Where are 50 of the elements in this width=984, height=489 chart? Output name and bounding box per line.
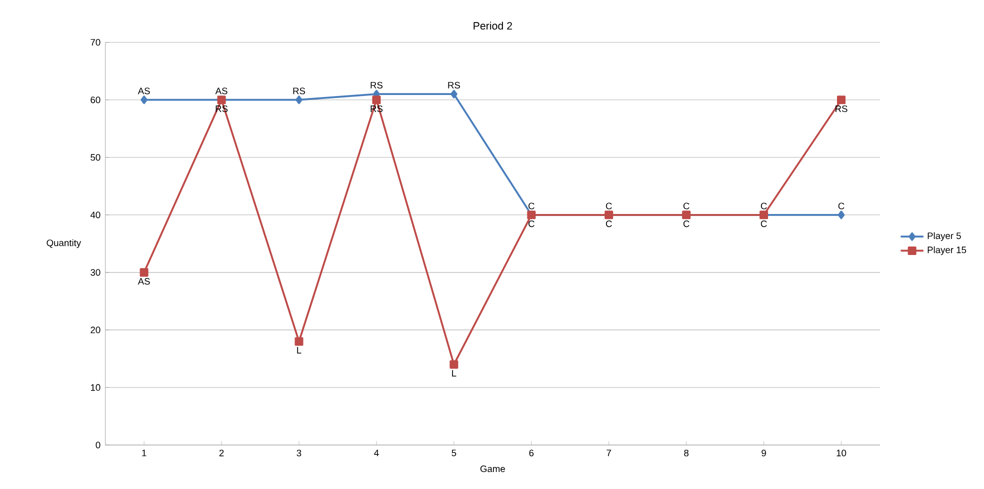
point [837,96,846,104]
data-label: RS [370,82,383,88]
y-tick-label: 50 [90,154,100,161]
x-tick-label: 10 [836,450,846,456]
data-label: C [838,202,844,210]
x-tick-label: 7 [606,450,611,456]
point [140,96,148,104]
x-tick-label: 9 [762,450,766,456]
data-label: L [452,370,456,376]
x-tick-label: 8 [684,450,689,456]
x-tick-label: 1 [142,450,146,456]
y-tick-label: 0 [96,442,100,448]
point [294,337,304,346]
y-tick-label: 70 [90,39,100,46]
chart-title: Period 2 [474,22,512,30]
data-label: C [606,202,612,210]
data-label: C [683,202,690,210]
data-label: C [760,220,767,228]
data-label: C [760,202,767,210]
x-tick-label: 4 [374,450,379,456]
y-tick-label: 40 [90,212,100,218]
x-tick-label: 3 [296,450,302,456]
data-label: AS [138,88,150,94]
y-tick-label: 20 [90,326,100,334]
data-label: C [606,220,612,228]
y-tick-label: 10 [90,384,100,391]
x-tick-label: 2 [219,450,224,456]
data-label: C [528,202,534,210]
data-label: RS [293,88,306,94]
data-label: C [528,220,534,228]
data-label: L [297,347,302,354]
data-label: RS [836,105,848,112]
legend-label: Player 5 [928,232,961,241]
point [450,90,458,98]
x-tick-label: 6 [529,450,534,456]
y-axis-title: Quantity [46,239,82,248]
point [372,96,381,104]
point [140,268,148,277]
x-axis-title: Game [480,465,505,472]
point [450,360,458,369]
point [296,96,302,104]
data-label: RS [448,82,460,88]
x-tick-label: 5 [452,450,456,456]
y-tick-label: 30 [90,269,100,276]
data-label: AS [138,278,150,285]
data-label: C [683,220,690,228]
y-tick-label: 60 [90,96,100,104]
legend-label: Player 15 [928,246,966,256]
point [838,210,845,220]
data-label: AS [215,88,228,94]
